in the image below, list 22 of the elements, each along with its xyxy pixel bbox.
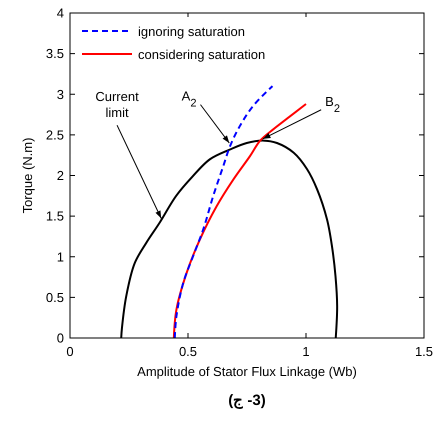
y-tick-label: 1.5 xyxy=(46,208,64,224)
x-tick-label: 0.5 xyxy=(178,344,198,359)
y-tick-label: 4 xyxy=(56,6,64,20)
annotation: A$_{2}$ xyxy=(182,88,196,110)
x-tick-label: 1.5 xyxy=(414,344,434,359)
x-axis-title: Amplitude of Stator Flux Linkage (Wb) xyxy=(137,364,357,379)
annotation: Current limit xyxy=(95,89,140,120)
y-tick-label: 3 xyxy=(56,86,64,102)
x-tick-label: 0 xyxy=(66,344,74,359)
y-tick-label: 0.5 xyxy=(46,290,64,305)
y-tick-label: 3.5 xyxy=(46,46,64,62)
legend-label: considering saturation xyxy=(138,47,266,62)
line-series xyxy=(174,85,274,339)
annotation: B$_{2}$ xyxy=(325,94,340,115)
text: (ج -3) xyxy=(228,392,266,409)
x-tick-label: 1 xyxy=(302,344,310,359)
y-tick-label: 0 xyxy=(56,330,64,346)
y-tick-label: 2.5 xyxy=(46,127,64,142)
legend-label: ignoring saturation xyxy=(138,24,245,39)
y-tick-label: 2 xyxy=(56,168,64,183)
y-axis-title: Torque (N.m) xyxy=(20,138,35,214)
y-tick-label: 1 xyxy=(56,249,64,264)
